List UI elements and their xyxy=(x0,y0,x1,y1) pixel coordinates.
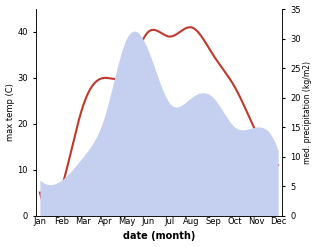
Y-axis label: med. precipitation (kg/m2): med. precipitation (kg/m2) xyxy=(303,61,313,164)
Y-axis label: max temp (C): max temp (C) xyxy=(5,83,15,141)
X-axis label: date (month): date (month) xyxy=(123,231,195,242)
